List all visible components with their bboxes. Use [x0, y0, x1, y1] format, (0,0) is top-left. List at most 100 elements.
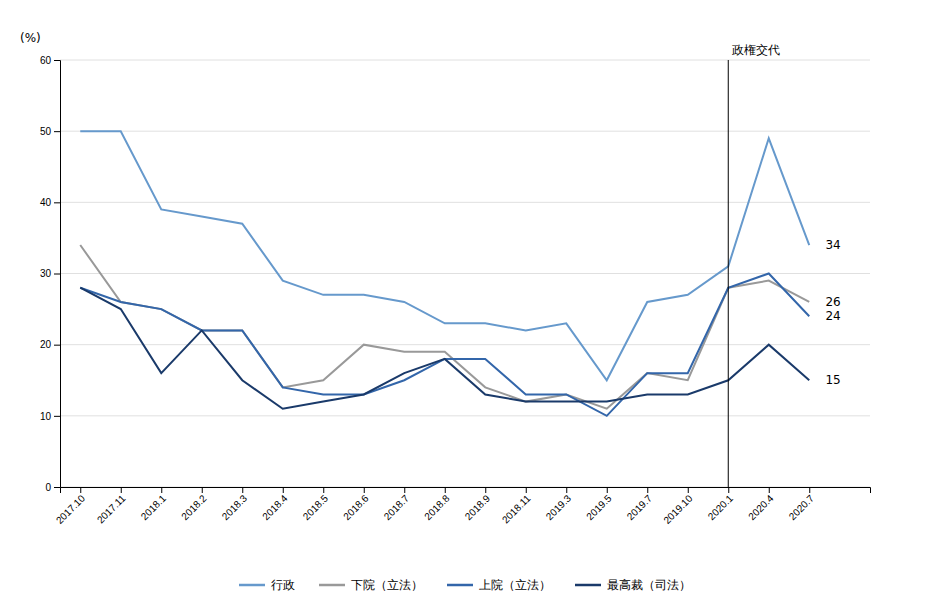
annotation-text: 政権交代 [732, 43, 780, 57]
x-tick-label: 2018.11 [500, 492, 533, 525]
grid [60, 60, 870, 487]
annotations: 政権交代 [728, 43, 780, 487]
x-tick: 2018.11 [500, 487, 533, 525]
end-label: 34 [825, 238, 840, 252]
series-line [80, 288, 809, 409]
x-tick-label: 2020.1 [706, 492, 736, 522]
grid-line [60, 273, 870, 274]
x-tick-label: 2017.10 [54, 492, 88, 526]
legend-item: 上院（立法） [447, 578, 551, 592]
y-tick-mark [54, 345, 60, 346]
y-tick-label: 10 [40, 411, 52, 422]
x-tick-mark [607, 487, 608, 493]
x-tick-mark [445, 487, 446, 493]
x-tick-mark [323, 487, 324, 493]
x-tick-label: 2018.9 [463, 492, 493, 522]
x-tick-mark [485, 487, 486, 493]
y-axis: 0102030405060 [40, 55, 61, 493]
x-axis-line [61, 488, 871, 494]
x-tick: 2018.2 [179, 487, 209, 522]
y-tick: 20 [40, 339, 60, 350]
chart: 01020304050602017.102017.112018.12018.22… [0, 0, 930, 607]
legend-swatch [319, 584, 345, 587]
y-tick-label: 60 [40, 55, 52, 66]
y-tick-label: 30 [40, 268, 52, 279]
x-tick: 2018.3 [220, 487, 250, 522]
x-tick-mark [283, 487, 284, 493]
x-tick-mark [728, 487, 729, 493]
end-label: 26 [825, 295, 840, 309]
grid-line [60, 131, 870, 132]
end-label: 15 [825, 373, 840, 387]
y-tick-mark [54, 60, 60, 61]
legend-label: 行政 [271, 578, 295, 592]
x-axis: 2017.102017.11 2018.1 2018.2 2018.3 2018.4 20… [54, 487, 871, 526]
y-tick: 40 [40, 197, 60, 208]
x-tick-label: 2018.2 [179, 492, 209, 522]
x-tick: 2018.5 [301, 487, 331, 522]
x-tick-mark [526, 487, 527, 493]
x-tick: 2018.7 [382, 487, 412, 522]
y-tick-label: 0 [45, 482, 51, 493]
x-tick-mark [404, 487, 405, 493]
y-tick: 0 [45, 482, 60, 493]
x-tick: 2019.10 [661, 487, 695, 526]
x-tick-label: 2018.5 [301, 492, 331, 522]
legend-label: 下院（立法） [351, 578, 423, 592]
x-tick: 2018.8 [422, 487, 452, 522]
x-tick: 2017.11 [95, 487, 128, 525]
legend-item: 最高裁（司法） [575, 578, 691, 592]
legend-item: 行政 [239, 578, 295, 592]
x-tick-label: 2018.6 [341, 492, 371, 522]
x-tick: 2020.4 [746, 487, 776, 522]
legend-swatch [239, 584, 265, 587]
annotation-line [728, 60, 729, 487]
x-tick: 2019.5 [584, 487, 614, 522]
x-tick: 2020.1 [706, 487, 736, 522]
x-tick: 2018.9 [463, 487, 493, 522]
x-tick: 2019.7 [625, 487, 655, 522]
y-tick-mark [54, 274, 60, 275]
x-tick-mark [242, 487, 243, 493]
y-tick: 30 [40, 268, 60, 279]
x-tick-mark [121, 487, 122, 493]
y-tick-label: 40 [40, 197, 52, 208]
x-tick-mark [688, 487, 689, 493]
x-tick: 2019.3 [544, 487, 574, 522]
legend-label: 最高裁（司法） [607, 578, 691, 592]
y-axis-title: (%) [20, 31, 41, 45]
x-tick-label: 2020.7 [787, 492, 817, 522]
y-tick-label: 20 [40, 339, 52, 350]
x-tick-label: 2020.4 [746, 492, 776, 522]
x-tick-mark [202, 487, 203, 493]
x-tick: 2018.4 [260, 487, 290, 522]
y-tick: 60 [40, 55, 60, 66]
x-tick-mark [769, 487, 770, 493]
x-tick-label: 2018.7 [382, 492, 412, 522]
legend-swatch [447, 584, 473, 587]
grid-line [60, 415, 870, 416]
lines [80, 131, 809, 416]
x-tick-label: 2019.3 [544, 492, 574, 522]
x-tick-label: 2017.11 [95, 492, 128, 525]
x-tick-label: 2018.8 [422, 492, 452, 522]
x-tick: 2017.10 [54, 487, 88, 526]
series-line [80, 245, 809, 409]
x-tick-mark [364, 487, 365, 493]
x-tick: 2018.1 [139, 487, 169, 522]
grid-line [60, 344, 870, 345]
legend-item: 下院（立法） [319, 578, 423, 592]
x-tick: 2020.7 [787, 487, 817, 522]
x-tick-label: 2018.3 [220, 492, 250, 522]
grid-line [60, 60, 870, 61]
legend: 行政 下院（立法） 上院（立法） 最高裁（司法） [239, 578, 691, 592]
x-tick-mark [566, 487, 567, 493]
y-tick-mark [54, 487, 60, 488]
y-tick-mark [54, 416, 60, 417]
x-tick-mark [809, 487, 810, 493]
x-tick-mark [647, 487, 648, 493]
legend-swatch [575, 584, 601, 587]
x-tick-mark [80, 487, 81, 493]
end-labels: 34262415 [825, 238, 840, 387]
y-axis-line [54, 61, 61, 488]
